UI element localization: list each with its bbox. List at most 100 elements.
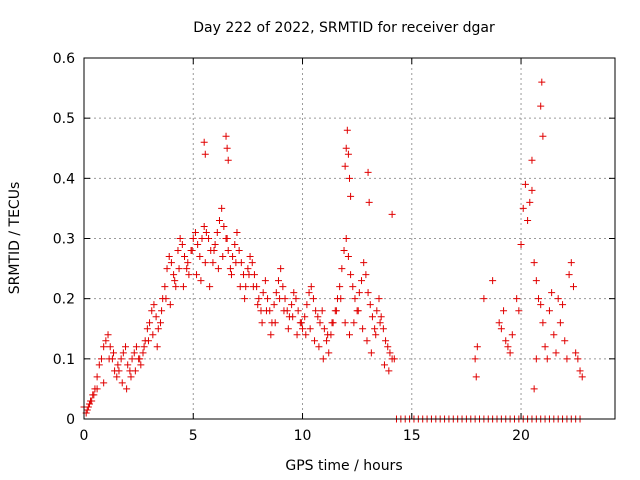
data-point [193,271,201,279]
data-point [305,289,313,297]
data-point [264,295,272,303]
data-point [144,337,152,345]
data-point [337,295,345,303]
data-point [241,295,249,303]
data-point [292,295,300,303]
data-point [148,307,156,315]
data-point [156,319,164,327]
data-point [166,301,174,309]
data-point [83,406,91,414]
data-point [179,283,187,291]
data-point [306,325,314,333]
data-point [132,343,140,351]
data-point [267,331,275,339]
data-point [537,102,545,110]
data-point [535,295,543,303]
data-point [340,247,348,255]
data-point [554,295,562,303]
data-point [342,235,350,242]
data-point [390,355,398,363]
data-point [119,349,127,357]
data-point [379,325,387,333]
data-point [249,283,257,291]
data-point [161,283,169,291]
data-point [538,78,546,86]
data-point [110,349,117,357]
data-point [341,162,349,170]
data-point [152,313,160,321]
data-point [320,325,328,333]
data-point [297,319,305,327]
data-point [489,277,497,285]
data-point [328,319,336,327]
data-point [131,367,139,375]
data-point [365,198,373,206]
data-point [384,343,392,351]
data-point [178,241,186,249]
data-point [220,222,228,230]
data-point [150,301,158,309]
data-point [201,150,209,158]
data-point [342,144,350,152]
data-point [105,355,113,363]
data-point [175,265,183,273]
data-point [539,132,547,140]
y-tick-label: 0.2 [53,292,75,308]
data-point [188,247,196,255]
data-point [506,349,514,357]
data-point [288,301,296,309]
data-point [385,367,393,375]
data-point [530,385,538,393]
data-point [223,144,231,152]
data-point [84,403,92,411]
data-point [100,343,108,351]
data-point [316,319,324,327]
data-point [276,295,284,303]
data-point [552,349,560,357]
chart-title: Day 222 of 2022, SRMTID for receiver dga… [193,20,495,36]
data-point [118,379,126,387]
data-point [284,325,292,333]
data-point [299,325,307,333]
data-point [302,331,310,339]
data-point [130,349,138,357]
data-point [194,241,202,249]
data-point [106,343,114,351]
data-point [502,337,510,345]
data-point [233,228,241,236]
data-point [472,373,480,381]
data-point [578,373,586,381]
data-point [559,301,567,309]
data-point [270,301,278,309]
data-point [346,331,353,339]
data-point [163,265,171,273]
data-point [170,271,178,279]
data-point [548,289,556,297]
data-point [136,355,144,363]
data-point [200,222,208,230]
data-point [373,307,381,315]
data-point [563,355,571,363]
data-point [545,307,553,315]
data-point [146,319,154,327]
data-point [128,355,136,363]
data-point [532,355,540,363]
data-point [376,319,384,327]
data-point [543,355,551,363]
data-point [165,253,173,261]
x-tick-label: 5 [189,428,198,444]
data-point [93,373,101,381]
y-tick-label: 0.6 [53,51,75,67]
y-tick-label: 0.4 [53,171,75,187]
data-point [124,361,132,369]
data-point [567,259,575,267]
data-point [100,379,108,387]
data-point [143,325,151,333]
data-point [565,271,573,279]
data-point [158,307,166,315]
data-point [550,331,558,339]
data-point [272,289,280,297]
data-point [123,385,131,393]
data-point [364,168,372,176]
data-point [228,271,235,279]
